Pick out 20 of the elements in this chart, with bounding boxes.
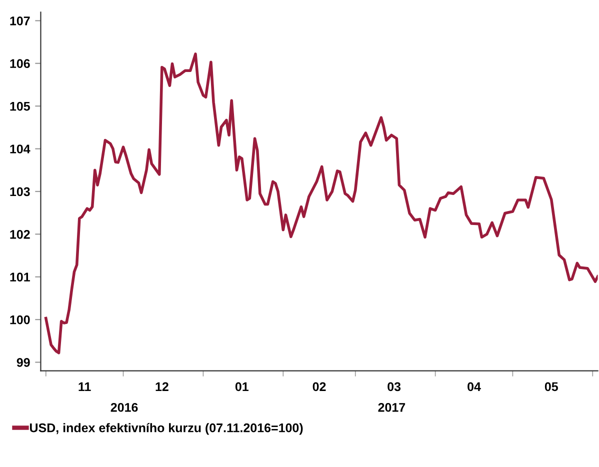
y-tick-label: 104 <box>10 144 30 154</box>
legend-label: USD, index efektivního kurzu (07.11.2016=100) <box>30 422 303 435</box>
y-tick-label: 105 <box>10 102 30 111</box>
x-tick-label: 12 <box>156 382 168 391</box>
x-tick-label: 02 <box>312 382 326 392</box>
x-tick-label: 05 <box>544 382 558 392</box>
y-tick-label: 99 <box>16 358 30 367</box>
y-tick-label: 107 <box>10 16 30 26</box>
y-tick-label: 101 <box>10 272 30 282</box>
y-tick-label: 106 <box>10 59 30 68</box>
line-series <box>44 52 598 354</box>
x-tick-label: 01 <box>235 382 248 392</box>
text: 2016 <box>110 402 138 412</box>
x-tick-label: 03 <box>388 382 401 392</box>
y-tick-label: 102 <box>10 230 30 239</box>
text: 2017 <box>378 402 406 412</box>
x-tick-label: 04 <box>468 382 481 392</box>
x-tick-label: 11 <box>78 382 91 391</box>
y-tick-label: 103 <box>10 187 30 196</box>
y-tick-label: 100 <box>10 315 30 324</box>
